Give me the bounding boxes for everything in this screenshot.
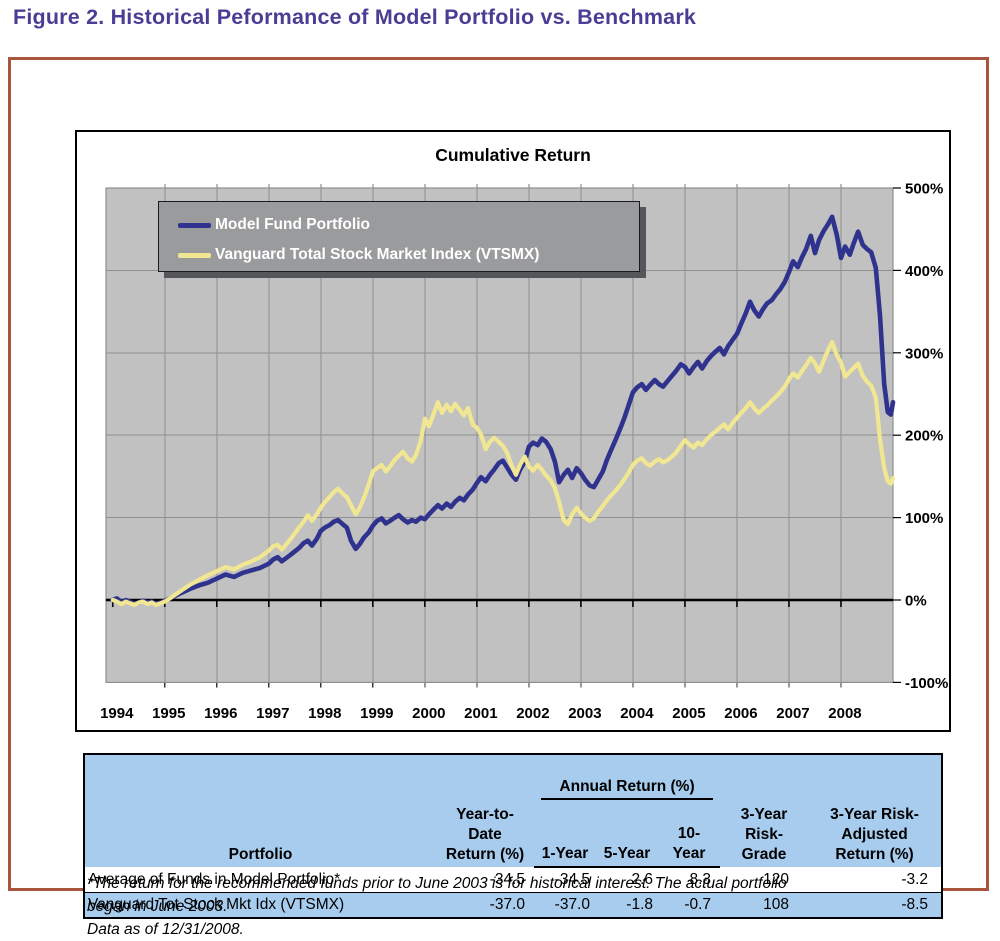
svg-text:1996: 1996: [204, 705, 237, 722]
header-1-year: 1-Year: [534, 822, 596, 868]
cell-value: 120: [720, 867, 809, 893]
svg-text:2007: 2007: [776, 705, 809, 722]
svg-text:2001: 2001: [464, 705, 497, 722]
benchmark-line-swatch: [178, 252, 211, 258]
header-risk-adjusted: 3-Year Risk- Adjusted Return (%): [808, 754, 943, 867]
svg-text:1999: 1999: [360, 705, 393, 722]
svg-text:2003: 2003: [568, 705, 601, 722]
cell-value: -34.5: [534, 867, 596, 893]
legend-item-benchmark: Vanguard Total Stock Market Index (VTSMX…: [178, 242, 639, 268]
x-axis-labels: 1994 1995 1996 1997 1998 1999 2000 2001 2002 2003…: [100, 705, 862, 722]
footnote-line-2: began in June 2003.: [87, 898, 228, 915]
chart-title: Cumulative Return: [435, 145, 591, 165]
svg-text:2000: 2000: [412, 705, 445, 722]
svg-text:500%: 500%: [905, 181, 943, 198]
svg-text:2006: 2006: [724, 705, 757, 722]
svg-text:-100%: -100%: [905, 675, 948, 692]
cell-value: 2.6: [596, 867, 658, 893]
figure-title: Figure 2. Historical Peformance of Model…: [13, 5, 697, 29]
chart-frame: 500% 400% 300% 200% 100% 0% -100% 1994 1995 1996 1…: [75, 130, 951, 732]
svg-text:300%: 300%: [905, 345, 943, 362]
cell-portfolio-name: Average of Funds in Model Portfolio*: [84, 867, 436, 893]
svg-text:1997: 1997: [256, 705, 289, 722]
svg-text:2002: 2002: [516, 705, 549, 722]
svg-text:2005: 2005: [672, 705, 705, 722]
cell-value: -3.2: [808, 867, 943, 893]
model-series-line: [110, 214, 896, 607]
benchmark-series-line: [110, 340, 896, 607]
legend-label-model: Model Fund Portfolio: [215, 216, 370, 233]
svg-text:400%: 400%: [905, 263, 943, 280]
svg-text:0%: 0%: [905, 593, 927, 610]
cell-value: -34.5: [436, 867, 534, 893]
y-axis-labels: 500% 400% 300% 200% 100% 0% -100%: [893, 181, 948, 692]
svg-text:1998: 1998: [308, 705, 341, 722]
header-ytd-return: Year-to- Date Return (%): [436, 754, 534, 867]
zero-axis: [106, 598, 893, 607]
portfolio-table-header: Portfolio Year-to- Date Return (%) Annua…: [84, 754, 943, 868]
header-annual-return-group: Annual Return (%): [534, 754, 721, 822]
svg-text:100%: 100%: [905, 510, 943, 527]
header-10-year: 10- Year: [658, 822, 721, 868]
legend-item-model: Model Fund Portfolio: [178, 212, 639, 238]
footnote-line-1: *The return for the recommended funds pr…: [87, 875, 787, 892]
header-portfolio: Portfolio: [84, 754, 436, 867]
svg-text:1994: 1994: [100, 705, 134, 722]
model-line-swatch: [178, 222, 211, 228]
svg-text:2008: 2008: [828, 705, 861, 722]
svg-text:200%: 200%: [905, 428, 943, 445]
cell-value: 8.3: [658, 867, 721, 893]
figure-box: 500% 400% 300% 200% 100% 0% -100% 1994 1995 1996 1…: [8, 57, 989, 938]
chart-legend: Model Fund Portfolio Vanguard Total Stoc…: [158, 201, 640, 272]
svg-text:2004: 2004: [620, 705, 654, 722]
header-annual-return-label: Annual Return (%): [541, 777, 714, 800]
header-risk-grade: 3-Year Risk- Grade: [720, 754, 809, 867]
footnote-line-3: Data as of 12/31/2008.: [87, 921, 244, 938]
footnote: *The return for the recommended funds pr…: [87, 872, 967, 941]
header-5-year: 5-Year: [596, 822, 658, 868]
table-row: Average of Funds in Model Portfolio* -34.…: [84, 867, 943, 893]
legend-label-benchmark: Vanguard Total Stock Market Index (VTSMX…: [215, 246, 540, 263]
svg-text:1995: 1995: [152, 705, 185, 722]
